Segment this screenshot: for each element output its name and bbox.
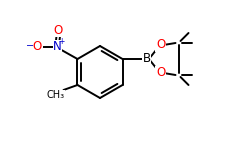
Text: O: O — [156, 39, 165, 51]
Text: B: B — [142, 52, 150, 66]
Text: O: O — [54, 24, 63, 36]
Text: −: − — [26, 41, 34, 51]
Text: O: O — [33, 40, 42, 54]
Text: O: O — [156, 66, 165, 80]
Text: +: + — [58, 38, 65, 46]
Text: CH₃: CH₃ — [46, 90, 64, 100]
Text: N: N — [53, 40, 62, 54]
